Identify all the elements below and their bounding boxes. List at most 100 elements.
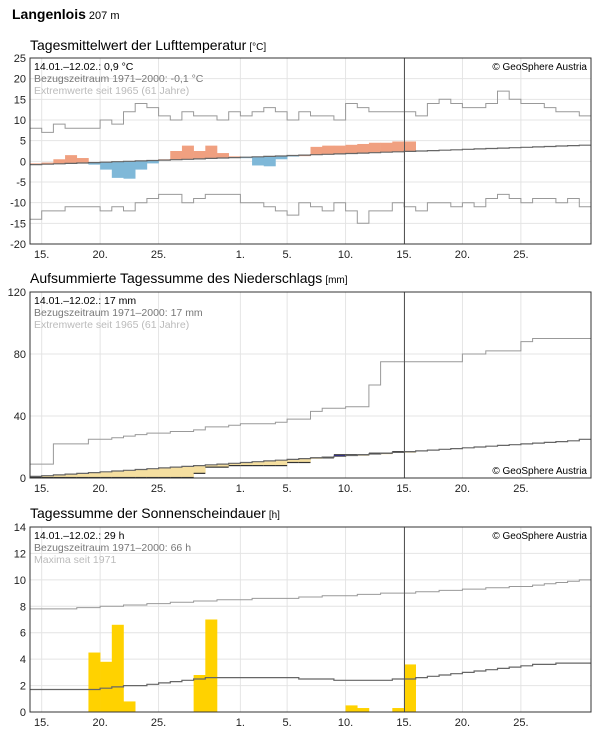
temperature-title-text: Tagesmittelwert der Lufttemperatur <box>30 37 247 53</box>
x-tick-label: 15. <box>396 483 411 495</box>
temperature-bar <box>345 144 358 154</box>
y-tick-label: 6 <box>20 628 26 640</box>
sunshine-bar <box>88 652 101 712</box>
precipitation-bar <box>100 471 113 478</box>
x-tick-label: 10. <box>338 249 353 261</box>
x-tick-label: 20. <box>92 483 107 495</box>
x-tick-label: 25. <box>151 483 166 495</box>
temperature-unit: [°C] <box>249 42 267 53</box>
x-tick-label: 20. <box>92 717 107 729</box>
y-tick-label: 12 <box>14 548 26 560</box>
y-tick-label: 40 <box>14 411 26 423</box>
sunshine-bar <box>111 624 124 712</box>
plot-frame <box>29 291 592 479</box>
temperature-bar <box>252 156 265 166</box>
sunshine-unit: [h] <box>268 510 280 521</box>
precipitation-bar <box>135 469 148 478</box>
temperature-bar <box>88 162 101 165</box>
sunshine-bar <box>404 664 416 712</box>
precipitation-bar <box>53 474 66 478</box>
x-tick-label: 20. <box>455 483 470 495</box>
temperature-bar <box>404 141 416 152</box>
x-tick-label: 25. <box>513 249 528 261</box>
x-tick-label: 15. <box>396 717 411 729</box>
temperature-bar <box>228 156 241 158</box>
temperature-bar <box>357 143 370 154</box>
series-line-maxima-seit-1971 <box>30 579 591 610</box>
copyright-label: © GeoSphere Austria <box>492 62 587 73</box>
temperature-bar <box>310 146 323 155</box>
temperature-bar <box>392 141 405 152</box>
precipitation-bar <box>170 467 183 478</box>
precipitation-bar <box>193 465 206 474</box>
precipitation-bar <box>205 464 218 468</box>
station-elevation: 207 m <box>88 10 120 22</box>
precipitation-bar <box>298 458 311 463</box>
temperature-bar <box>181 145 194 160</box>
x-tick-label: 5. <box>283 483 292 495</box>
info-line-3: Extremwerte seit 1965 (61 Jahre) <box>34 85 189 97</box>
temperature-chart: -20 -15 -10 -5 0 5 10 15 20 25 15. 20. 25. 1. 5. 10. 15.… <box>10 53 592 261</box>
x-tick-label: 15. <box>34 483 49 495</box>
precipitation-bar <box>287 459 300 463</box>
x-tick-label: 1. <box>236 717 245 729</box>
info-line-2: Bezugszeitraum 1971–2000: 66 h <box>34 542 191 554</box>
x-tick-label: 5. <box>283 717 292 729</box>
precipitation-bar <box>41 475 54 478</box>
y-tick-label: 10 <box>14 575 26 587</box>
y-tick-label: 0 <box>20 707 26 719</box>
precipitation-bar <box>76 473 89 478</box>
y-tick-label: 4 <box>20 654 26 666</box>
temperature-bar <box>275 155 288 160</box>
y-tick-label: -10 <box>10 198 26 210</box>
temperature-bar <box>41 162 54 165</box>
y-tick-label: 120 <box>8 287 26 299</box>
info-line-3: Extremwerte seit 1965 (61 Jahre) <box>34 319 189 331</box>
info-line-2: Bezugszeitraum 1971–2000: -0,1 °C <box>34 73 204 85</box>
temperature-bar <box>135 160 148 170</box>
sunshine-title-text: Tagessumme der Sonnenscheindauer <box>30 505 266 521</box>
temperature-bar <box>368 142 381 153</box>
y-tick-label: 0 <box>20 156 26 168</box>
sunshine-bar <box>123 701 136 712</box>
sunshine-bar <box>205 619 218 712</box>
y-tick-label: 20 <box>14 74 26 86</box>
precipitation-bar <box>252 461 265 466</box>
x-tick-label: 1. <box>236 249 245 261</box>
plot-frame <box>29 526 592 713</box>
precipitation-bar <box>333 454 346 457</box>
info-line-2: Bezugszeitraum 1971–2000: 17 mm <box>34 307 203 319</box>
station-header: Langenlois 207 m <box>12 6 119 22</box>
x-tick-label: 10. <box>338 483 353 495</box>
sunshine-bar <box>392 708 405 712</box>
x-tick-label: 15. <box>396 249 411 261</box>
temperature-bar <box>53 159 66 164</box>
precipitation-bar <box>111 471 124 478</box>
temperature-bar <box>123 161 136 179</box>
temperature-bar <box>193 151 206 159</box>
y-tick-label: 5 <box>20 136 26 148</box>
temperature-bar <box>146 160 159 164</box>
info-line-3: Maxima seit 1971 <box>34 554 116 566</box>
sunshine-bar <box>100 661 113 712</box>
sunshine-chart-title: Tagessumme der Sonnenscheindauer [h] <box>30 505 280 521</box>
temperature-bar <box>217 153 229 159</box>
plot-frame <box>29 57 592 245</box>
precipitation-bar <box>217 464 229 468</box>
x-tick-label: 20. <box>92 249 107 261</box>
y-tick-label: 14 <box>14 522 26 534</box>
precipitation-bar <box>158 467 171 478</box>
precipitation-bar <box>228 463 241 466</box>
precipitation-chart-title: Aufsummierte Tagessumme des Niederschlag… <box>30 270 348 286</box>
sunshine-bar <box>357 708 370 712</box>
temperature-bar <box>380 142 393 153</box>
precipitation-title-text: Aufsummierte Tagessumme des Niederschlag… <box>30 270 323 286</box>
x-tick-label: 5. <box>283 249 292 261</box>
copyright-label: © GeoSphere Austria <box>492 531 587 542</box>
precipitation-bar <box>275 460 288 466</box>
precipitation-bar <box>240 462 253 466</box>
sunshine-bar <box>345 705 358 712</box>
y-tick-label: -15 <box>10 218 26 230</box>
y-tick-label: 80 <box>14 349 26 361</box>
